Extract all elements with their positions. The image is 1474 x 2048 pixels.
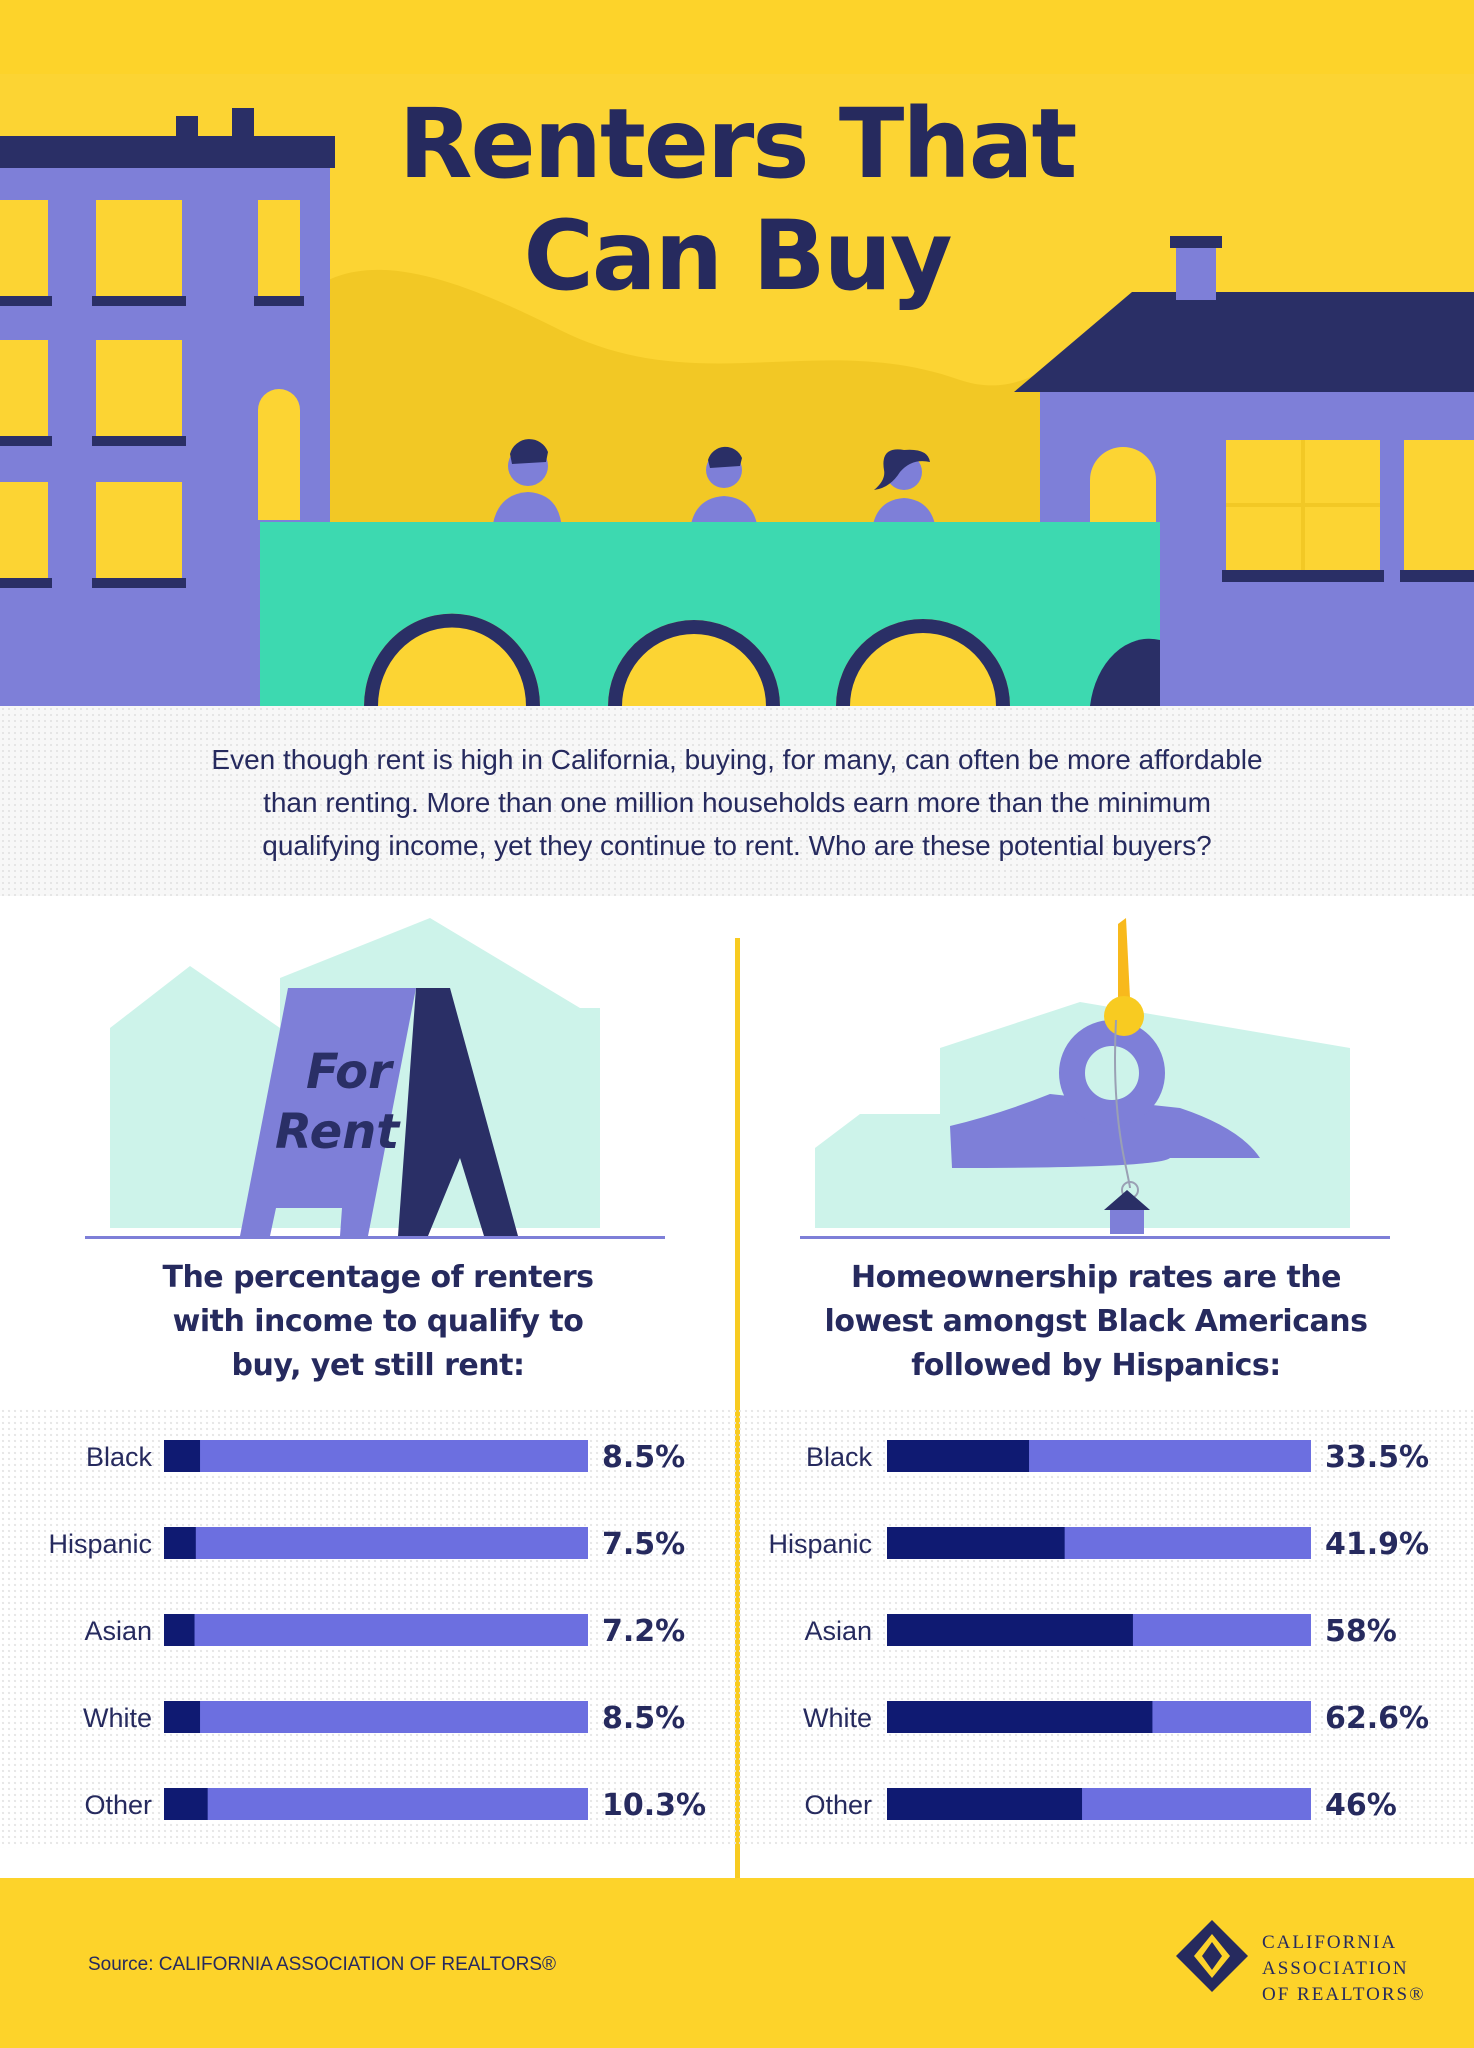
logo-line3: OF REALTORS® xyxy=(1262,1984,1426,2005)
left-heading-line1: The percentage of renters xyxy=(162,1260,594,1295)
bar xyxy=(164,1701,201,1733)
bar xyxy=(164,1440,201,1472)
category-label: Hispanic xyxy=(48,1529,152,1559)
footer: Source: CALIFORNIA ASSOCIATION OF REALTO… xyxy=(0,1878,1474,2048)
bar-track xyxy=(164,1440,588,1472)
bar xyxy=(887,1440,1030,1472)
car-logo-icon xyxy=(1176,1920,1248,1992)
bar-track xyxy=(164,1527,588,1559)
renters-qualify-chart: Black 8.5% Hispanic 7.5% Asian 7.2% White 8.5% O… xyxy=(48,1440,706,1823)
category-label: Black xyxy=(806,1442,873,1472)
hero-illustration xyxy=(0,108,1474,706)
right-heading-line1: Homeownership rates are the xyxy=(851,1260,1341,1295)
bar xyxy=(164,1788,208,1820)
sign-text-line2: Rent xyxy=(275,1104,401,1160)
for-rent-illustration: For Rent xyxy=(85,918,665,1239)
category-label: Other xyxy=(84,1790,152,1820)
bar-track xyxy=(164,1701,588,1733)
hero-top-strip xyxy=(0,0,1474,74)
category-label: Hispanic xyxy=(768,1529,872,1559)
bar-track xyxy=(164,1788,588,1820)
logo-line2: ASSOCIATION xyxy=(1262,1958,1409,1979)
source-note: Source: CALIFORNIA ASSOCIATION OF REALTO… xyxy=(88,1954,557,1975)
sign-text-line1: For xyxy=(306,1044,395,1100)
category-label: White xyxy=(83,1703,152,1733)
intro-line2: than renting. More than one million hous… xyxy=(263,787,1211,818)
intro-line1: Even though rent is high in California, … xyxy=(211,744,1263,775)
value-label: 10.3% xyxy=(602,1788,706,1823)
value-label: 7.5% xyxy=(602,1527,685,1562)
category-label: Asian xyxy=(84,1616,152,1646)
category-label: Other xyxy=(804,1790,872,1820)
value-label: 7.2% xyxy=(602,1614,685,1649)
bar xyxy=(887,1527,1065,1559)
right-chart-heading: Homeownership rates are the lowest among… xyxy=(796,1256,1396,1388)
left-heading-line3: buy, yet still rent: xyxy=(231,1348,525,1383)
value-label: 8.5% xyxy=(602,1701,685,1736)
apartment-building xyxy=(0,108,335,706)
hero-banner: Renters That Can Buy xyxy=(0,0,1474,706)
page-title-line2: Can Buy xyxy=(523,200,952,312)
value-label: 33.5% xyxy=(1325,1440,1429,1475)
right-heading-line3: followed by Hispanics: xyxy=(911,1348,1281,1383)
bridge xyxy=(260,522,1160,706)
category-label: Asian xyxy=(804,1616,872,1646)
bar xyxy=(164,1614,195,1646)
intro-text: Even though rent is high in California, … xyxy=(60,738,1414,867)
logo-line1: CALIFORNIA xyxy=(1262,1932,1398,1953)
value-label: 46% xyxy=(1325,1788,1397,1823)
intro-line3: qualifying income, yet they continue to … xyxy=(262,830,1212,861)
value-label: 62.6% xyxy=(1325,1701,1429,1736)
logo-wordmark: CALIFORNIA ASSOCIATION OF REALTORS® xyxy=(1262,1930,1426,2008)
key-illustration xyxy=(800,918,1390,1239)
bar xyxy=(887,1788,1083,1820)
bar-track xyxy=(164,1614,588,1646)
page-title-line1: Renters That xyxy=(398,88,1078,200)
value-label: 41.9% xyxy=(1325,1527,1429,1562)
value-label: 58% xyxy=(1325,1614,1397,1649)
left-heading-line2: with income to qualify to xyxy=(172,1304,584,1339)
homeownership-chart: Black 33.5% Hispanic 41.9% Asian 58% White 62.6… xyxy=(768,1440,1429,1823)
category-label: White xyxy=(803,1703,872,1733)
value-label: 8.5% xyxy=(602,1440,685,1475)
bar xyxy=(887,1614,1133,1646)
right-heading-line2: lowest amongst Black Americans xyxy=(824,1304,1368,1339)
left-chart-heading: The percentage of renters with income to… xyxy=(78,1256,678,1388)
bar xyxy=(164,1527,196,1559)
bar xyxy=(887,1701,1153,1733)
category-label: Black xyxy=(86,1442,153,1472)
intro-section: Even though rent is high in California, … xyxy=(0,706,1474,896)
